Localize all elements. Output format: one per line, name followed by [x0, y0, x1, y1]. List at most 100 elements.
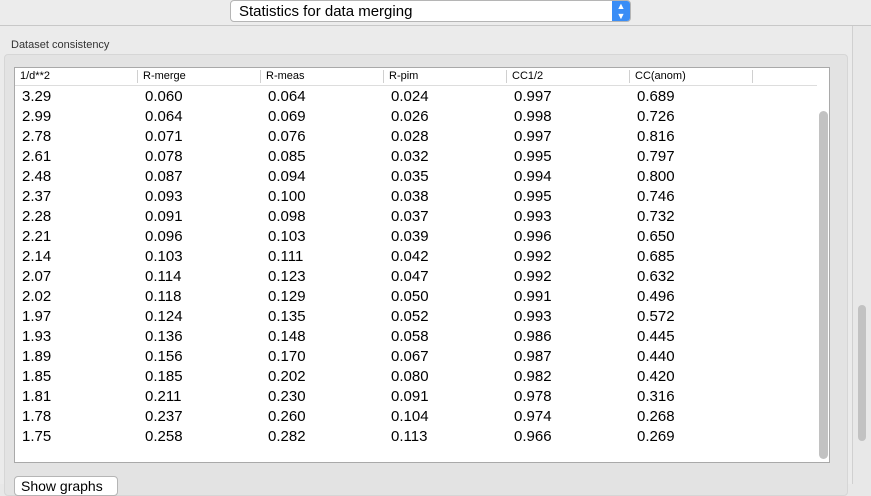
table-cell: 2.02: [22, 288, 52, 305]
table-cell: 0.104: [391, 408, 429, 425]
table-cell: 0.037: [391, 208, 429, 225]
table-cell: 0.992: [514, 248, 552, 265]
table-cell: 1.85: [22, 368, 52, 385]
table-cell: 0.800: [637, 168, 675, 185]
table-cell: 0.316: [637, 388, 675, 405]
table-cell: 0.996: [514, 228, 552, 245]
table-cell: 2.99: [22, 108, 52, 125]
table-cell: 1.78: [22, 408, 52, 425]
table-cell: 0.087: [145, 168, 183, 185]
table-cell: 0.076: [268, 128, 306, 145]
table-row[interactable]: 1.93 0.136 0.148 0.058 0.986 0.445: [15, 327, 815, 347]
table-row[interactable]: 2.02 0.118 0.129 0.050 0.991 0.496: [15, 287, 815, 307]
column-header[interactable]: R-pim: [384, 70, 507, 83]
table-row[interactable]: 2.37 0.093 0.100 0.038 0.995 0.746: [15, 187, 815, 207]
column-header[interactable]: R-meas: [261, 70, 384, 83]
table-cell: 0.123: [268, 268, 306, 285]
table-cell: 0.135: [268, 308, 306, 325]
table-cell: 0.978: [514, 388, 552, 405]
column-header[interactable]: R-merge: [138, 70, 261, 83]
table-cell: 0.071: [145, 128, 183, 145]
table-cell: 3.29: [22, 88, 52, 105]
table-cell: 0.202: [268, 368, 306, 385]
table-row[interactable]: 2.21 0.096 0.103 0.039 0.996 0.650: [15, 227, 815, 247]
table-cell: 0.124: [145, 308, 183, 325]
table-cell: 0.170: [268, 348, 306, 365]
table-cell: 0.732: [637, 208, 675, 225]
show-graphs-button[interactable]: Show graphs: [14, 476, 118, 496]
table-cell: 0.035: [391, 168, 429, 185]
table-cell: 0.816: [637, 128, 675, 145]
table-cell: 2.48: [22, 168, 52, 185]
table-cell: 0.987: [514, 348, 552, 365]
table-cell: 2.61: [22, 148, 52, 165]
table-cell: 2.37: [22, 188, 52, 205]
table-row[interactable]: 1.75 0.258 0.282 0.113 0.966 0.269: [15, 427, 815, 447]
table-cell: 0.069: [268, 108, 306, 125]
table-row[interactable]: 2.07 0.114 0.123 0.047 0.992 0.632: [15, 267, 815, 287]
selector-value: Statistics for data merging: [239, 3, 413, 20]
table-cell: 0.650: [637, 228, 675, 245]
table-cell: 0.113: [391, 428, 428, 445]
table-cell: 0.094: [268, 168, 306, 185]
table-cell: 0.211: [145, 388, 182, 405]
table-cell: 0.992: [514, 268, 552, 285]
table-cell: 0.042: [391, 248, 429, 265]
table-cell: 0.982: [514, 368, 552, 385]
table-cell: 0.091: [145, 208, 183, 225]
table-cell: 0.282: [268, 428, 306, 445]
table-cell: 0.258: [145, 428, 183, 445]
table-cell: 0.148: [268, 328, 306, 345]
column-header[interactable]: CC(anom): [630, 70, 753, 83]
table-scrollbar[interactable]: [819, 111, 828, 459]
top-bar: Statistics for data merging ▲ ▼: [0, 0, 871, 26]
table-cell: 0.269: [637, 428, 675, 445]
table-cell: 0.993: [514, 308, 552, 325]
table-row[interactable]: 1.97 0.124 0.135 0.052 0.993 0.572: [15, 307, 815, 327]
table-cell: 0.797: [637, 148, 675, 165]
table-cell: 0.445: [637, 328, 675, 345]
table-cell: 0.237: [145, 408, 183, 425]
table-cell: 0.067: [391, 348, 429, 365]
group-label: Dataset consistency: [11, 39, 110, 51]
pane-scrollbar[interactable]: [858, 305, 866, 441]
table-cell: 0.111: [268, 248, 304, 265]
table-cell: 0.994: [514, 168, 552, 185]
table-cell: 0.997: [514, 128, 552, 145]
table-cell: 0.052: [391, 308, 429, 325]
table-cell: 0.129: [268, 288, 306, 305]
table-row[interactable]: 1.81 0.211 0.230 0.091 0.978 0.316: [15, 387, 815, 407]
table-row[interactable]: 1.89 0.156 0.170 0.067 0.987 0.440: [15, 347, 815, 367]
table-row[interactable]: 1.78 0.237 0.260 0.104 0.974 0.268: [15, 407, 815, 427]
table-row[interactable]: 2.61 0.078 0.085 0.032 0.995 0.797: [15, 147, 815, 167]
table-cell: 0.058: [391, 328, 429, 345]
table-row[interactable]: 2.14 0.103 0.111 0.042 0.992 0.685: [15, 247, 815, 267]
table-cell: 0.100: [268, 188, 306, 205]
up-down-chevron-icon: ▲ ▼: [612, 1, 630, 21]
table-row[interactable]: 2.99 0.064 0.069 0.026 0.998 0.726: [15, 107, 815, 127]
table-cell: 0.085: [268, 148, 306, 165]
table-row[interactable]: 1.85 0.185 0.202 0.080 0.982 0.420: [15, 367, 815, 387]
table-cell: 0.966: [514, 428, 552, 445]
table-cell: 0.050: [391, 288, 429, 305]
column-header[interactable]: 1/d**2: [15, 70, 138, 83]
table-cell: 1.89: [22, 348, 52, 365]
table-cell: 0.080: [391, 368, 429, 385]
table-row[interactable]: 2.48 0.087 0.094 0.035 0.994 0.800: [15, 167, 815, 187]
statistics-selector[interactable]: Statistics for data merging ▲ ▼: [230, 0, 631, 22]
table-cell: 2.07: [22, 268, 52, 285]
table-cell: 0.078: [145, 148, 183, 165]
table-cell: 0.993: [514, 208, 552, 225]
table-row[interactable]: 2.28 0.091 0.098 0.037 0.993 0.732: [15, 207, 815, 227]
column-header[interactable]: CC1/2: [507, 70, 630, 83]
table-row[interactable]: 3.29 0.060 0.064 0.024 0.997 0.689: [15, 87, 815, 107]
table-cell: 0.995: [514, 188, 552, 205]
table-row[interactable]: 2.78 0.071 0.076 0.028 0.997 0.816: [15, 127, 815, 147]
table-cell: 0.093: [145, 188, 183, 205]
table-cell: 0.440: [637, 348, 675, 365]
table-cell: 0.024: [391, 88, 429, 105]
table-cell: 0.185: [145, 368, 183, 385]
table-cell: 0.136: [145, 328, 183, 345]
table-cell: 0.026: [391, 108, 429, 125]
table-cell: 0.103: [268, 228, 306, 245]
